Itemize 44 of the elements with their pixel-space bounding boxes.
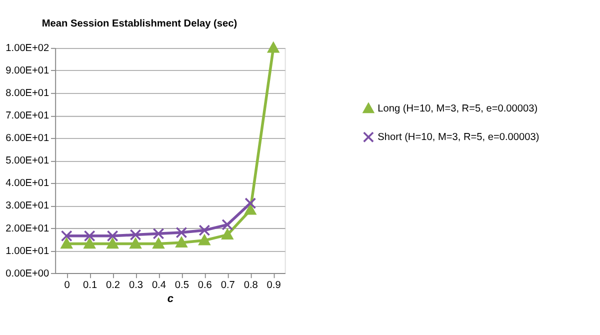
y-tick-label: 3.00E+01	[6, 200, 50, 212]
point	[106, 230, 118, 242]
point	[176, 236, 188, 248]
chart-title: Mean Session Establishment Delay (sec)	[42, 18, 238, 30]
y-tick-label: 1.00E+02	[6, 43, 50, 54]
x-tick-label: 0.6	[198, 280, 212, 292]
point	[244, 198, 256, 210]
x-tick-label: 0.8	[244, 280, 258, 292]
point	[106, 238, 118, 249]
legend-label: Short (H=10, M=3, R=5, e=0.00003)	[378, 132, 540, 143]
point	[60, 230, 72, 242]
y-tick-label: 5.00E+01	[6, 156, 50, 167]
point	[176, 226, 188, 238]
y-tick-label: 6.00E+01	[6, 133, 50, 144]
x-tick-label: 0.4	[152, 280, 166, 292]
y-tick-label: 0.00E+00	[6, 268, 50, 280]
x-tick-label: 0.7	[220, 280, 236, 292]
x-axis-title: c	[167, 293, 174, 305]
point	[198, 234, 210, 246]
y-tick-label: 1.00E+01	[6, 246, 50, 257]
point	[152, 238, 164, 249]
y-tick-label: 9.00E+01	[6, 66, 50, 77]
y-tick-label: 7.00E+01	[6, 110, 50, 122]
point	[222, 229, 234, 240]
x-tick-label: 0.5	[174, 280, 190, 292]
point	[152, 228, 164, 240]
x-tick-label: 0.2	[106, 280, 120, 292]
point	[222, 218, 234, 230]
y-tick-label: 2.00E+01	[6, 223, 50, 234]
x-tick-label: 0.1	[83, 280, 98, 292]
point	[198, 224, 210, 236]
point	[60, 238, 72, 249]
legend-label: Long (H=10, M=3, R=5, e=0.00003)	[378, 103, 538, 114]
point	[268, 42, 280, 53]
x-tick-label: 0	[64, 280, 70, 292]
x-tick-label: 0.3	[128, 280, 144, 292]
y-tick-label: 4.00E+01	[6, 178, 50, 190]
point	[84, 230, 96, 242]
point	[130, 238, 142, 249]
y-tick-label: 8.00E+01	[6, 88, 50, 100]
point	[244, 204, 256, 215]
point	[84, 238, 96, 249]
point	[130, 229, 142, 241]
x-tick-label: 0.9	[266, 280, 282, 292]
